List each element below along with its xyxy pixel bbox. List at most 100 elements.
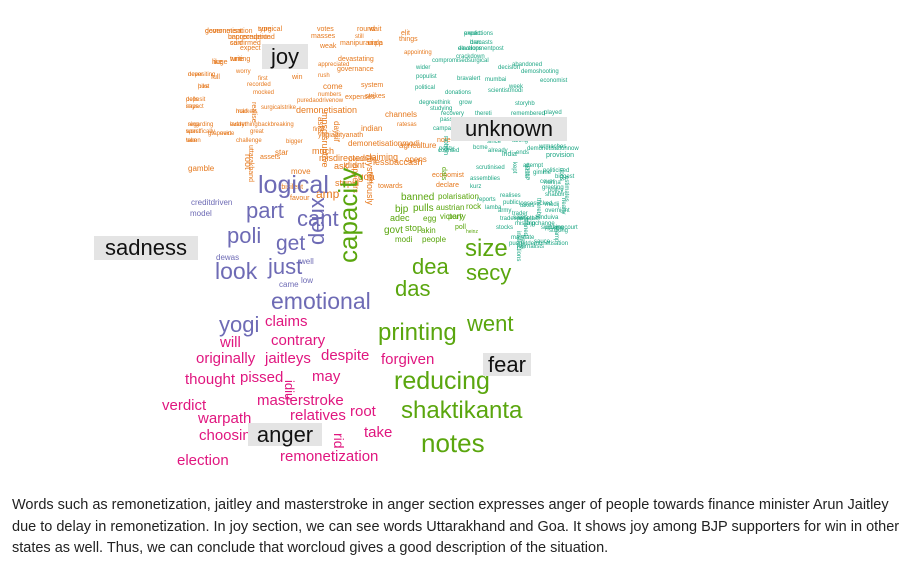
section-label-fear: fear bbox=[488, 352, 526, 377]
word-anger: despite bbox=[321, 347, 369, 364]
word-joy: post bbox=[198, 84, 210, 90]
word-unknown: modij bbox=[545, 202, 559, 208]
word-unknown: effect bbox=[526, 165, 532, 180]
word-sadness: just bbox=[267, 254, 302, 279]
word-joy: stupid bbox=[335, 178, 359, 188]
word-fear: austrian bbox=[436, 203, 464, 212]
word-unknown: cleaned bbox=[522, 215, 528, 236]
word-fear: size bbox=[465, 235, 508, 262]
word-fear: bjp bbox=[395, 204, 409, 215]
word-joy: opens bbox=[405, 155, 427, 164]
word-unknown: picking bbox=[545, 225, 564, 231]
word-unknown: trader bbox=[512, 211, 528, 217]
word-sadness: logical bbox=[258, 171, 329, 199]
word-joy: strikes bbox=[365, 93, 386, 100]
word-sadness: model bbox=[190, 209, 212, 218]
word-joy: rbisilent bbox=[279, 184, 303, 191]
word-joy: won bbox=[185, 138, 197, 144]
word-unknown: grow bbox=[459, 100, 473, 106]
word-unknown: realises bbox=[500, 193, 521, 199]
word-anger: will bbox=[219, 334, 241, 351]
word-fear: printing bbox=[378, 319, 457, 346]
word-joy: markets bbox=[236, 109, 257, 115]
word-joy: agriculture bbox=[399, 141, 437, 150]
word-sadness: came bbox=[279, 280, 299, 289]
word-unknown: bravalert bbox=[457, 76, 481, 82]
word-joy: win bbox=[291, 74, 303, 81]
word-joy: mpsdisruptive bbox=[320, 112, 330, 168]
word-unknown: brecasts bbox=[470, 40, 493, 46]
word-sadness: cant bbox=[297, 206, 339, 231]
word-anger: claims bbox=[265, 313, 308, 330]
word-joy: rush bbox=[318, 73, 330, 79]
word-unknown: gimme bbox=[533, 170, 552, 176]
word-joy: weak bbox=[319, 43, 337, 50]
word-joy: ratesas bbox=[397, 122, 417, 128]
word-fear: capacity bbox=[333, 168, 363, 263]
word-unknown: counted bbox=[438, 148, 459, 154]
label-bg-unknown bbox=[451, 117, 567, 141]
word-joy: move bbox=[291, 167, 311, 176]
word-unknown: wider bbox=[415, 65, 430, 71]
word-unknown: sauce bbox=[534, 239, 551, 245]
word-unknown: assemblies bbox=[470, 176, 500, 182]
word-joy: daysif bbox=[332, 121, 341, 143]
word-anger: election bbox=[177, 452, 229, 469]
word-unknown: political bbox=[415, 85, 435, 91]
word-fear: shaktikanta bbox=[401, 397, 523, 424]
word-unknown: storyhb bbox=[515, 101, 535, 107]
word-unknown: policy bbox=[548, 188, 563, 194]
word-unknown: mumbai bbox=[485, 77, 506, 83]
word-anger: masterstroke bbox=[257, 392, 344, 409]
word-anger: relatives bbox=[290, 407, 346, 424]
word-unknown: ends bbox=[516, 150, 529, 156]
caption-paragraph: Words such as remonetization, jaitley an… bbox=[12, 497, 900, 556]
word-joy: type bbox=[258, 26, 271, 33]
word-fear: pulls bbox=[413, 203, 434, 214]
word-joy: star bbox=[275, 148, 289, 157]
word-unknown: recovery bbox=[441, 111, 464, 117]
word-joy: wait bbox=[368, 26, 382, 33]
word-unknown: notion bbox=[442, 136, 449, 155]
word-unknown: scientistmodi bbox=[488, 88, 523, 94]
word-joy: everything bbox=[230, 122, 258, 128]
word-fear: akin bbox=[421, 226, 436, 235]
word-unknown: cover bbox=[540, 179, 555, 185]
word-sadness: yogi bbox=[219, 312, 259, 337]
word-unknown: since bbox=[487, 139, 502, 145]
word-unknown: attempt bbox=[523, 163, 543, 169]
word-joy: regarding bbox=[188, 122, 213, 128]
word-unknown: kurz bbox=[470, 184, 481, 190]
word-unknown: estimates bbox=[563, 176, 569, 202]
word-fear: went bbox=[466, 311, 513, 336]
word-joy: demonetisation bbox=[296, 105, 357, 115]
word-joy: system bbox=[361, 82, 383, 89]
word-unknown: already bbox=[488, 148, 508, 154]
word-unknown: nanna bbox=[544, 180, 561, 186]
word-joy: appears bbox=[351, 164, 360, 193]
section-label-joy: joy bbox=[270, 44, 299, 69]
word-unknown: dam bbox=[470, 40, 482, 46]
word-unknown: missing bbox=[515, 221, 535, 227]
word-joy: taken bbox=[186, 138, 201, 144]
word-unknown: kept bbox=[511, 162, 517, 174]
word-joy: sing bbox=[188, 122, 199, 128]
word-unknown: reports bbox=[477, 197, 496, 203]
word-sadness: part bbox=[246, 198, 284, 223]
word-anger: choosing bbox=[199, 427, 259, 444]
word-unknown: abandoned bbox=[512, 62, 542, 68]
word-unknown: stamp bbox=[553, 226, 559, 243]
word-joy: round bbox=[357, 26, 375, 33]
word-unknown: policy bbox=[439, 146, 454, 152]
word-joy: lessbaccash bbox=[373, 157, 423, 167]
word-sadness: deux bbox=[304, 197, 329, 245]
word-unknown: thereby bbox=[535, 198, 541, 218]
word-unknown: week bbox=[508, 84, 524, 90]
word-fear: polarisation bbox=[438, 192, 479, 201]
word-sadness: creditdriven bbox=[191, 198, 232, 207]
word-joy: first bbox=[258, 76, 268, 82]
word-joy: great bbox=[250, 129, 264, 135]
word-unknown: nods bbox=[558, 168, 564, 181]
word-joy: bancorruption bbox=[228, 34, 271, 41]
